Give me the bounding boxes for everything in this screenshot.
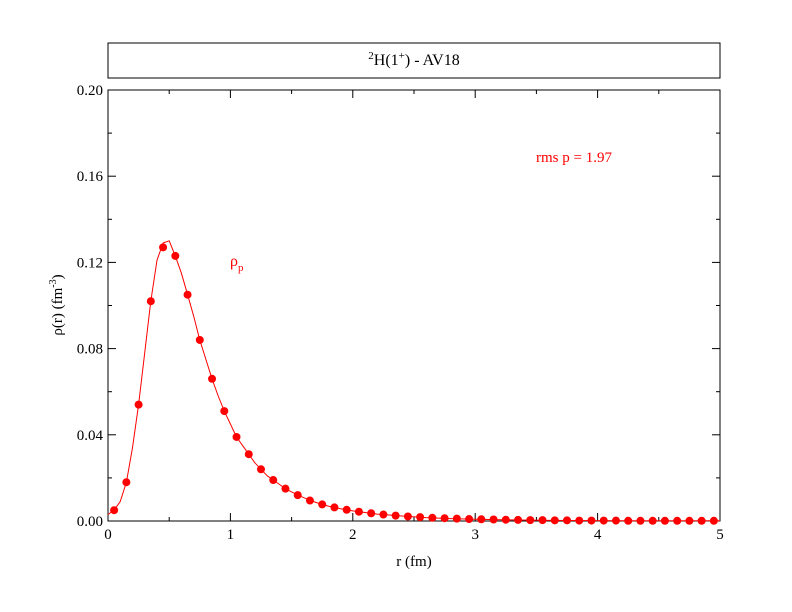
data-point: [575, 516, 584, 525]
data-point: [269, 476, 278, 485]
data-point: [624, 516, 633, 525]
data-point: [183, 290, 192, 299]
y-tick-label: 0.00: [77, 514, 103, 530]
data-point: [648, 516, 657, 525]
data-point: [110, 506, 119, 515]
data-point: [611, 516, 620, 525]
data-point: [697, 516, 706, 525]
data-point: [514, 515, 523, 524]
data-point: [599, 516, 608, 525]
x-tick-label: 1: [227, 527, 235, 543]
data-point: [685, 516, 694, 525]
y-tick-label: 0.16: [77, 169, 104, 185]
data-point: [134, 400, 143, 409]
data-point: [709, 516, 718, 525]
data-point: [538, 516, 547, 525]
data-point: [526, 516, 535, 525]
data-point: [293, 491, 302, 500]
data-point: [428, 513, 437, 522]
data-point: [403, 512, 412, 521]
chart-title: 2H(1+) - AV18: [368, 50, 459, 69]
x-tick-label: 3: [471, 527, 479, 543]
data-point: [660, 516, 669, 525]
data-point: [208, 374, 217, 383]
data-point: [342, 505, 351, 514]
data-point: [477, 515, 486, 524]
x-tick-label: 5: [716, 527, 724, 543]
plot-frame: [107, 89, 721, 522]
data-point: [146, 297, 155, 306]
x-tick-label: 2: [349, 527, 357, 543]
data-point: [354, 507, 363, 516]
data-point: [318, 500, 327, 509]
density-curve: [107, 240, 720, 522]
series-label: ρp: [230, 253, 244, 274]
y-tick-label: 0.04: [77, 428, 104, 444]
data-point: [550, 516, 559, 525]
x-axis-label: r (fm): [396, 554, 431, 570]
y-tick-label: 0.20: [77, 83, 103, 99]
x-tick-label: 0: [104, 527, 112, 543]
data-point: [452, 514, 461, 523]
data-point: [305, 496, 314, 505]
y-tick-label: 0.08: [77, 342, 103, 358]
x-tick-label: 4: [594, 527, 602, 543]
y-tick-label: 0.12: [77, 255, 103, 271]
data-point: [563, 516, 571, 525]
data-point: [330, 503, 339, 512]
data-point: [379, 510, 388, 519]
data-point: [416, 513, 425, 522]
data-point: [171, 251, 180, 260]
data-point: [281, 484, 290, 493]
data-point: [501, 515, 510, 524]
data-point: [440, 514, 449, 523]
data-point: [489, 515, 498, 524]
data-point: [195, 335, 204, 344]
y-axis-label: ρ(r) (fm-3): [48, 274, 66, 335]
data-point: [159, 243, 168, 252]
data-point: [391, 511, 400, 520]
data-point: [673, 516, 682, 525]
data-point: [232, 432, 241, 441]
data-point: [367, 509, 376, 518]
data-point: [465, 515, 474, 524]
data-point: [587, 516, 596, 525]
data-point: [636, 516, 645, 525]
data-point: [220, 407, 229, 416]
data-point: [122, 478, 131, 487]
data-point: [244, 450, 253, 459]
data-point: [257, 465, 265, 474]
rms-annotation: rms p = 1.97: [536, 150, 612, 166]
